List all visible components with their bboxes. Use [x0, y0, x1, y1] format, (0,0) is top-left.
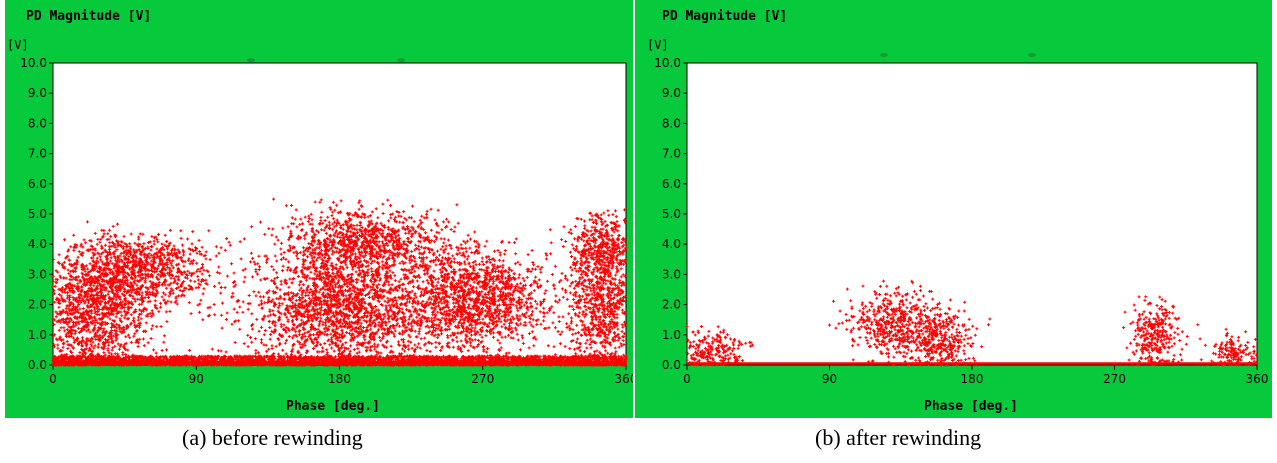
y-tick-label: 3.0	[28, 267, 47, 281]
x-tick-label: 180	[328, 372, 351, 386]
y-tick-label: 8.0	[28, 116, 47, 130]
y-tick-label: 5.0	[28, 207, 47, 221]
y-tick-label: 1.0	[28, 328, 47, 342]
y-tick-label: 2.0	[28, 298, 47, 312]
x-tick-label: 360	[615, 372, 633, 386]
marker-dot	[397, 58, 405, 62]
chart-panel-before: PD Magnitude [V] [V] 0.0 1.0 2.0 3.0 4.0 5.0 6…	[5, 0, 633, 418]
y-tick-label: 7.0	[28, 147, 47, 161]
y-tick-label: 4.0	[28, 237, 47, 251]
y-tick-label: 0.0	[28, 358, 47, 372]
marker-dot	[247, 58, 255, 62]
panel-title: PD Magnitude [V]	[26, 9, 152, 24]
x-tick-label: 270	[471, 372, 494, 386]
y-tick-label: 9.0	[28, 86, 47, 100]
data-point	[494, 354, 498, 358]
y-unit-label: [V]	[7, 38, 29, 52]
y-tick-label: 6.0	[28, 177, 47, 191]
scatter-plot-before: 0.0 1.0 2.0 3.0 4.0 5.0 6.0 7.0 8.0 9.0 10.0 0 90 180…	[20, 56, 633, 386]
x-tick-label: 0	[49, 372, 57, 386]
x-tick-label: 90	[189, 372, 204, 386]
data-point	[538, 354, 542, 358]
y-tick-label: 10.0	[20, 56, 47, 70]
